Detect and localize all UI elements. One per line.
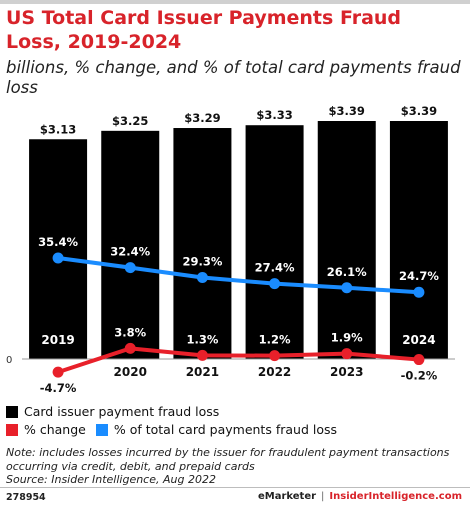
change-label-2019: -4.7% [40,381,77,395]
legend-swatch-share [95,423,108,436]
bar-2020 [101,130,160,359]
footer-brand: eMarketer | InsiderIntelligence.com [258,491,462,502]
share-label-2024: 24.7% [399,269,439,283]
share-label-2019: 35.4% [38,235,78,249]
bar-2023 [317,121,376,359]
legend-item-share: % of total card payments fraud loss [95,422,337,437]
share-point-2024 [413,286,425,298]
category-label-2024: 2024 [402,333,435,347]
source-text: Source: Insider Intelligence, Aug 2022 [6,473,216,486]
chart-notes: Note: includes losses incurred by the is… [6,446,464,487]
brand-emarketer: eMarketer [257,491,317,502]
change-point-2024 [413,354,425,366]
legend-swatch-change [6,423,18,436]
share-point-2023 [341,282,353,294]
category-label-2023: 2023 [330,365,363,379]
note-text: Note: includes losses incurred by the is… [6,446,450,473]
legend-item-change: % change [6,422,86,437]
change-label-2022: 1.2% [259,333,291,347]
bar-2019 [29,139,88,359]
bar-value-label-2022: $3.33 [256,108,292,122]
share-label-2020: 32.4% [110,245,150,259]
bar-value-label-2020: $3.25 [112,114,148,128]
bar-value-label-2024: $3.39 [401,104,437,118]
chart-plot: $3.13 $3.25 $3.29 $3.33 $3.39 $3.39 0 35.4% 32.4… [6,104,455,395]
legend-item-bar: Card issuer payment fraud loss [6,404,219,419]
category-label-2021: 2021 [186,365,219,379]
bar-value-label-2021: $3.29 [184,111,220,125]
legend-row-1: Card issuer payment fraud loss [6,404,229,419]
share-label-2023: 26.1% [327,265,367,279]
legend-row-2: % change % of total card payments fraud … [6,422,347,437]
change-point-2020 [124,342,136,354]
share-point-2022 [269,278,281,290]
category-label-2019: 2019 [41,333,74,347]
change-label-2021: 1.3% [186,332,218,346]
share-label-2021: 29.3% [182,255,222,269]
change-label-2024: -0.2% [401,369,438,383]
change-point-2021 [196,349,208,361]
bar-2024 [389,121,448,359]
brand-insider-intelligence: InsiderIntelligence.com [329,491,462,502]
category-label-2020: 2020 [114,365,147,379]
brand-separator: | [321,491,325,502]
share-point-2020 [124,262,136,274]
change-label-2020: 3.8% [114,325,146,339]
share-point-2021 [196,272,208,284]
chart-subtitle: billions, % change, and % of total card … [6,58,461,97]
share-line [57,256,420,295]
bar-2021 [173,128,232,359]
share-point-2019 [52,252,64,264]
footer-rule [0,487,470,488]
bar-2022 [245,125,304,359]
category-label-2022: 2022 [258,365,291,379]
change-point-2022 [269,350,281,362]
legend-label-share: % of total card payments fraud loss [113,422,337,437]
legend-label-bar: Card issuer payment fraud loss [24,404,220,419]
share-label-2022: 27.4% [255,261,295,275]
chart-title: US Total Card Issuer Payments Fraud Loss… [6,7,402,53]
legend-label-change: % change [24,422,86,437]
bar-value-label-2019: $3.13 [40,122,76,136]
change-label-2023: 1.9% [331,331,363,345]
bar-value-label-2023: $3.39 [329,104,365,118]
top-rule [0,0,470,4]
zero-axis-label: 0 [6,355,12,366]
change-line [57,346,420,375]
change-point-2019 [52,366,64,378]
legend-swatch-bar [6,405,18,418]
change-point-2023 [341,348,353,360]
chart-id: 278954 [6,492,46,503]
